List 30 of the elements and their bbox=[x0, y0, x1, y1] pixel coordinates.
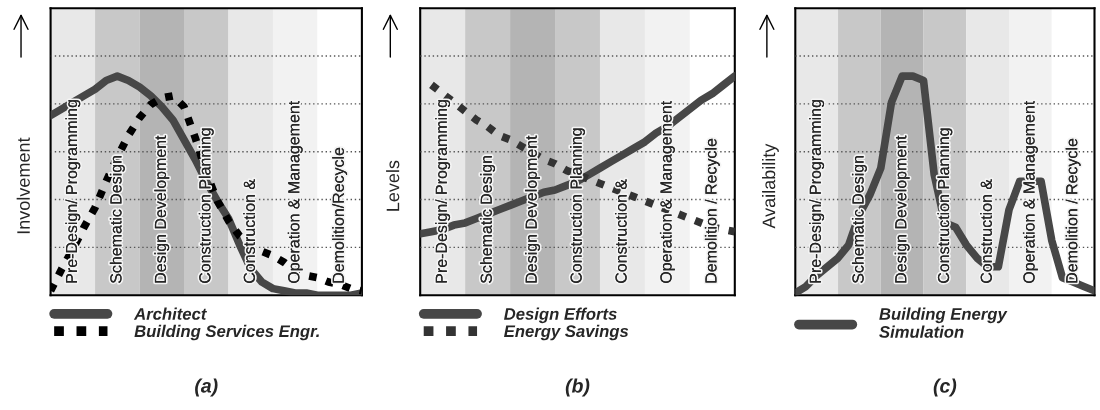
x-tick-label: Operation & Management bbox=[659, 100, 675, 283]
x-tick-label: Schematic Design bbox=[851, 156, 867, 283]
text: (a) bbox=[195, 378, 218, 397]
x-tick-label: Operation & Management bbox=[1022, 100, 1038, 283]
x-tick-label: Design Development bbox=[525, 135, 540, 283]
x-tick-label: Pre-Design/ Programming bbox=[809, 100, 825, 283]
x-tick-label: Demolition / Recycle bbox=[1065, 138, 1081, 283]
x-tick-label: Construction & bbox=[243, 179, 256, 283]
x-tick-label: Construction Planning bbox=[198, 128, 214, 283]
legend-label: Design Efforts bbox=[504, 307, 617, 324]
x-tick-label: Schematic Design bbox=[109, 156, 125, 283]
x-tick-label: Design Development bbox=[154, 135, 170, 283]
x-tick-label: Pre-Design/ Programming bbox=[435, 100, 451, 283]
text: (c) bbox=[933, 378, 957, 397]
legend-label: Building Services Engr. bbox=[134, 324, 319, 341]
y-axis-title: Involvement bbox=[16, 137, 30, 234]
x-tick-label: Construction Planning bbox=[937, 128, 953, 283]
x-tick-label: Construction & bbox=[615, 179, 627, 283]
y-axis-title: Levels bbox=[386, 160, 400, 211]
legend-label: Energy Savings bbox=[504, 324, 629, 341]
x-tick-label: Demolition / Recycle bbox=[704, 138, 720, 283]
x-tick-label: Demolition/Recycle bbox=[332, 147, 348, 283]
y-axis-title: Availability bbox=[762, 143, 779, 229]
x-tick-label: Construction Planning bbox=[570, 128, 585, 283]
x-tick-label: Design Development bbox=[894, 135, 910, 283]
x-tick-label: Schematic Design bbox=[480, 156, 496, 283]
legend-label: Architect bbox=[133, 307, 207, 320]
legend-label: Building Energy Simulation bbox=[879, 307, 1008, 338]
x-tick-label: Operation & Management bbox=[287, 100, 303, 283]
text: (b) bbox=[565, 378, 590, 397]
